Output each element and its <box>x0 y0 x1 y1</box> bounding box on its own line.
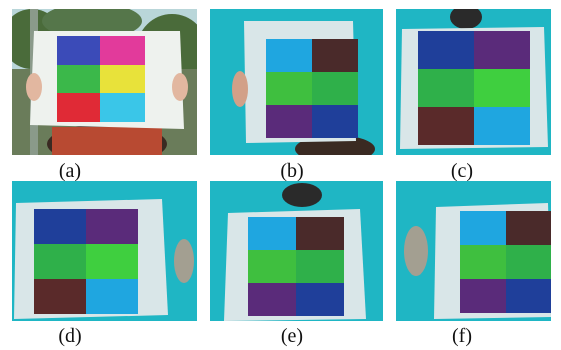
photo-panel-b <box>210 9 383 155</box>
photo-panel-c <box>396 9 551 155</box>
photo-c-image <box>396 9 551 155</box>
photo-panel-e <box>210 181 383 321</box>
caption-e: (e) <box>280 325 304 347</box>
photo-a-image <box>12 9 197 155</box>
caption-f: (f) <box>452 325 472 347</box>
photo-panel-a <box>12 9 197 155</box>
caption-d: (d) <box>58 325 82 347</box>
photo-b-image <box>210 9 383 155</box>
photo-e-image <box>210 181 383 321</box>
caption-b: (b) <box>280 160 304 182</box>
caption-c: (c) <box>450 160 474 182</box>
photo-panel-f <box>396 181 551 321</box>
caption-a: (a) <box>58 160 82 182</box>
photo-f-image <box>396 181 551 321</box>
photo-panel-d <box>12 181 197 321</box>
photo-d-image <box>12 181 197 321</box>
